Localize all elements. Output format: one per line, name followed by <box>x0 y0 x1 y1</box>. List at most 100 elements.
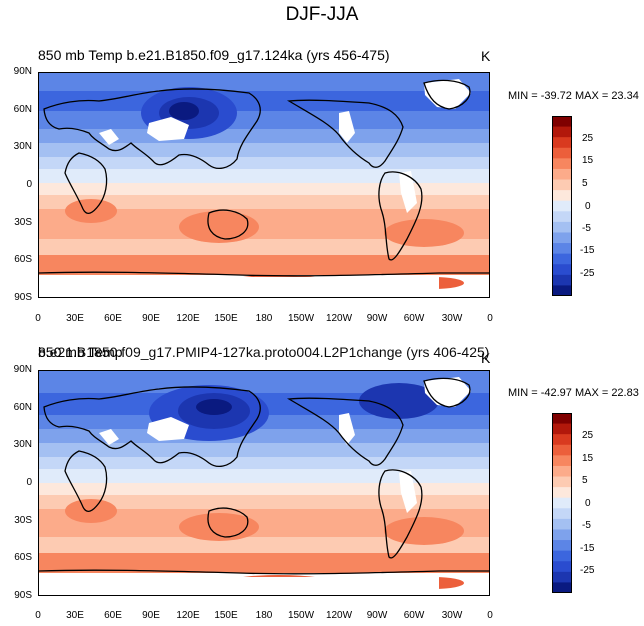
colorbar-swatch-dark-red <box>552 116 572 128</box>
p2-lat-label: 30N <box>13 439 32 450</box>
p2-lon-label: 30E <box>66 610 84 621</box>
p2-lon-label: 120W <box>325 610 353 621</box>
colorbar-swatch-dark-navy <box>552 582 572 594</box>
colorbar-swatch-pale-salmon <box>552 465 572 478</box>
p2-lon-label: 120E <box>176 610 200 621</box>
colorbar-border <box>552 116 572 296</box>
colorbar-swatch-blue <box>552 243 572 255</box>
p2-lat-label: 60S <box>14 552 32 563</box>
p2-lon-label: 150E <box>214 610 238 621</box>
p1-lat-label: 60S <box>14 254 32 265</box>
colorbar-swatch-sky <box>552 221 572 233</box>
colorbar-swatch-pale-salmon <box>552 168 572 181</box>
p1-lon-label: 60W <box>403 313 425 324</box>
p1-lon-label: 180 <box>255 313 273 324</box>
p2-lat-label: 60N <box>13 402 32 413</box>
p2-lon-label: 0 <box>487 610 493 621</box>
p2-lat-label: 90N <box>13 364 32 375</box>
panel2-minmax: MIN = -42.97 MAX = 22.83 <box>508 387 639 399</box>
colorbar-swatch-light-blue <box>552 211 572 223</box>
p2-lat-label: 0 <box>26 477 32 488</box>
p2-colorbar-label: 25 <box>582 430 594 441</box>
panel1-unit: K <box>481 48 491 64</box>
colorbar-swatch-blue <box>552 540 572 552</box>
p2-lon-label: 150W <box>287 610 315 621</box>
p2-colorbar-label: 0 <box>585 498 591 509</box>
p1-lon-label: 90E <box>142 313 160 324</box>
p1-colorbar-label: -15 <box>580 245 595 256</box>
p1-colorbar-label: 25 <box>582 133 594 144</box>
p2-lon-label: 0 <box>35 610 41 621</box>
colorbar-swatch-cream <box>552 487 572 499</box>
p1-lon-label: 120W <box>325 313 353 324</box>
panel1-map-svg <box>39 73 489 297</box>
p1-lat-label: 90S <box>14 292 32 303</box>
p2-colorbar-label: -5 <box>582 520 591 531</box>
colorbar-swatch-pale-blue <box>552 497 572 509</box>
p1-lon-label: 150E <box>214 313 238 324</box>
colorbar-border <box>552 413 572 593</box>
colorbar-swatch-deep-blue <box>552 264 572 276</box>
panel1-map <box>38 72 490 298</box>
p1-colorbar-label: 15 <box>582 155 594 166</box>
colorbar-swatch-orange-red <box>552 434 572 446</box>
p1-lon-label: 120E <box>176 313 200 324</box>
colorbar-swatch-pink <box>552 179 572 191</box>
panel2-unit: K <box>481 350 491 366</box>
colorbar-swatch-salmon <box>552 158 572 170</box>
p1-colorbar-label: -5 <box>582 223 591 234</box>
colorbar-swatch-pink <box>552 476 572 488</box>
p1-lat-label: 0 <box>26 179 32 190</box>
panel1-title: 850 mb Temp b.e21.B1850.f09_g17.124ka (y… <box>38 47 390 63</box>
panel2-title: 850 mb Temp <box>38 344 123 360</box>
p1-lat-label: 30N <box>13 141 32 152</box>
panel1-colorbar <box>552 116 572 301</box>
colorbar-swatch-mid-blue <box>552 232 572 244</box>
p1-lon-label: 30E <box>66 313 84 324</box>
p1-lon-label: 60E <box>104 313 122 324</box>
p2-colorbar-label: -25 <box>580 565 595 576</box>
colorbar-swatch-dark-navy <box>552 285 572 297</box>
p2-lon-label: 90W <box>366 610 388 621</box>
colorbar-swatch-sky <box>552 518 572 530</box>
panel1-minmax: MIN = -39.72 MAX = 23.34 <box>508 90 639 102</box>
panel2-title-overlap: b.e21.B1850.f09_g17.PMIP4-127ka.proto004… <box>38 344 490 360</box>
p2-colorbar-label: 5 <box>582 475 588 486</box>
p2-lon-label: 90E <box>142 610 160 621</box>
p1-lon-label: 30W <box>441 313 463 324</box>
p2-lat-label: 90S <box>14 590 32 601</box>
colorbar-swatch-light-red <box>552 444 572 456</box>
colorbar-swatch-royal <box>552 253 572 265</box>
colorbar-swatch-red <box>552 126 572 138</box>
p2-lon-label: 60E <box>104 610 122 621</box>
figure-title: DJF-JJA <box>285 4 359 25</box>
p1-lon-label: 0 <box>487 313 493 324</box>
p1-lon-label: 90W <box>366 313 388 324</box>
p2-colorbar-label: 15 <box>582 453 594 464</box>
panel2-colorbar <box>552 413 572 598</box>
colorbar-swatch-red <box>552 423 572 435</box>
p1-lat-label: 60N <box>13 104 32 115</box>
colorbar-swatch-navy <box>552 571 572 583</box>
panel2-colorbar-svg <box>552 413 572 594</box>
p2-lon-label: 60W <box>403 610 425 621</box>
colorbar-swatch-navy <box>552 274 572 286</box>
colorbar-swatch-pale-blue <box>552 200 572 212</box>
p1-colorbar-label: -25 <box>580 268 595 279</box>
p1-lon-label: 150W <box>287 313 315 324</box>
p2-lon-label: 30W <box>441 610 463 621</box>
p1-lon-label: 0 <box>35 313 41 324</box>
colorbar-swatch-salmon <box>552 455 572 467</box>
p1-lat-label: 30S <box>14 217 32 228</box>
colorbar-swatch-cream <box>552 190 572 202</box>
colorbar-swatch-orange-red <box>552 137 572 149</box>
p1-colorbar-label: 5 <box>582 178 588 189</box>
p2-lat-label: 30S <box>14 515 32 526</box>
panel2-map-svg <box>39 371 489 595</box>
colorbar-swatch-royal <box>552 550 572 562</box>
colorbar-swatch-deep-blue <box>552 561 572 573</box>
colorbar-swatch-light-blue <box>552 508 572 520</box>
p1-lat-label: 90N <box>13 66 32 77</box>
colorbar-swatch-dark-red <box>552 413 572 425</box>
panel1-colorbar-svg <box>552 116 572 297</box>
